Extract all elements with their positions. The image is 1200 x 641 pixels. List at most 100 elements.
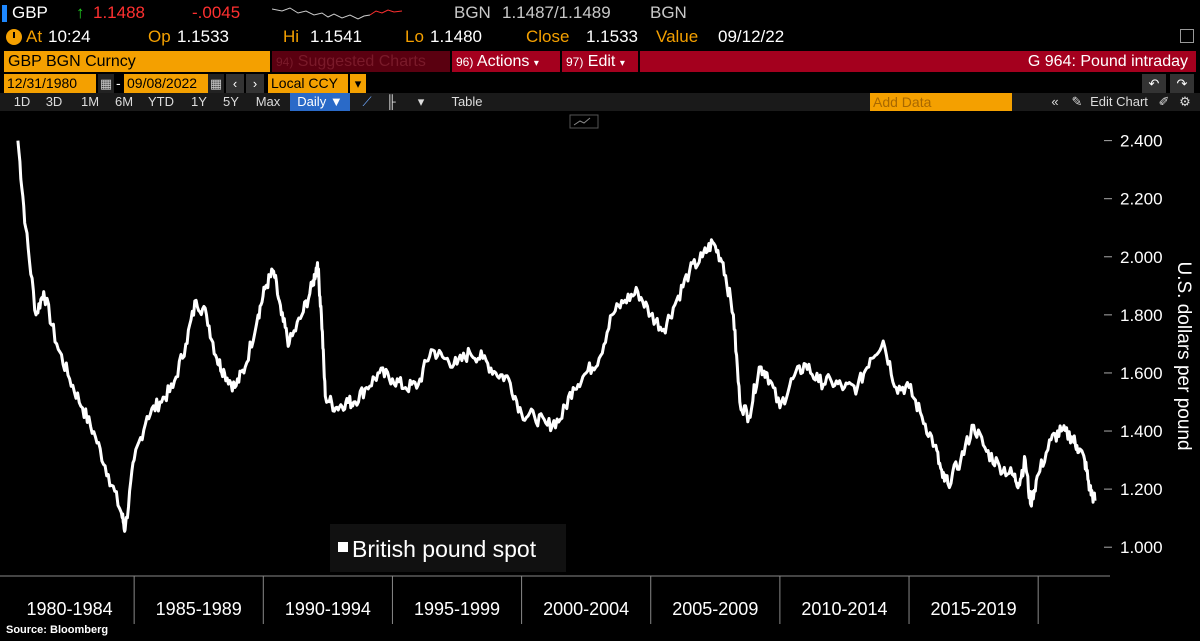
period-max[interactable]: Max	[255, 94, 281, 109]
start-date-field[interactable]: 12/31/1980	[4, 74, 96, 93]
quote-row: At 10:24 Op 1.1533 Hi 1.1541 Lo 1.1480 C…	[0, 27, 1200, 49]
ticker-symbol[interactable]: GBP	[12, 3, 48, 22]
clock-icon	[6, 29, 22, 45]
y-tick-label: 1.200	[1120, 480, 1163, 499]
edit-num: 97)	[566, 55, 584, 69]
currency-field[interactable]: Local CCY	[268, 74, 348, 93]
y-tick-label: 1.400	[1120, 422, 1163, 441]
edit-bar	[562, 51, 638, 72]
x-axis-labels: 1980-1984 1985-1989 1990-1994 1995-1999 2000…	[27, 599, 1017, 619]
series-line-british-pound	[16, 140, 1097, 533]
end-date-field[interactable]: 09/08/2022	[124, 74, 216, 93]
frequency-label: Daily	[297, 94, 327, 109]
x-tick-label: 1980-1984	[27, 599, 113, 619]
x-tick-label: 1985-1989	[156, 599, 242, 619]
period-3d[interactable]: 3D	[45, 94, 63, 109]
x-tick-label: 2010-2014	[801, 599, 887, 619]
start-calendar-icon[interactable]: ▦	[98, 74, 114, 93]
value-label: Value	[656, 27, 699, 46]
y-tick-label: 2.200	[1120, 190, 1163, 209]
open-label: Op	[148, 27, 171, 46]
open-value: 1.1533	[177, 27, 229, 46]
undo-icon[interactable]: ↶	[1142, 74, 1166, 93]
chart-settings-icon[interactable]	[569, 114, 599, 129]
source-label-2: BGN	[650, 3, 687, 22]
y-tick-label: 1.800	[1120, 306, 1163, 325]
date-separator: -	[116, 75, 121, 91]
edit-chart-button[interactable]: Edit Chart	[1090, 94, 1148, 109]
y-tick-label: 2.000	[1120, 248, 1163, 267]
chart-toolbar: 1D 3D 1M 6M YTD 1Y 5Y Max Daily ▼ ⟋ ╟ ▾ …	[0, 93, 1200, 111]
security-marker	[2, 5, 7, 22]
y-tick-label: 2.400	[1120, 132, 1163, 151]
line-chart-icon[interactable]: ⟋	[362, 94, 372, 109]
period-1d[interactable]: 1D	[13, 94, 31, 109]
pencil-icon[interactable]: ✎	[1071, 94, 1083, 109]
last-price: 1.1488	[93, 3, 145, 22]
end-calendar-icon[interactable]: ▦	[208, 74, 224, 93]
frequency-dropdown-icon: ▼	[329, 94, 343, 109]
y-tick-label: 1.600	[1120, 364, 1163, 383]
chart-title: G 964: Pound intraday	[1027, 53, 1188, 70]
value-date: 09/12/22	[718, 27, 785, 46]
date-range-row: 12/31/1980 ▦ - 09/08/2022 ▦ ‹ › Local CC…	[0, 74, 1200, 93]
net-change: -.0045	[192, 3, 241, 22]
ticker-row: GBP ↑ 1.1488 -.0045 BGN 1.1487/1.1489 BG…	[0, 3, 1200, 25]
annotate-icon[interactable]: ✐	[1158, 94, 1170, 109]
edit-dropdown-icon: ▾	[619, 58, 625, 69]
period-ytd[interactable]: YTD	[148, 94, 174, 109]
add-data-field[interactable]: Add Data	[870, 93, 1012, 111]
y-axis-title: U.S. dollars per pound	[1173, 261, 1194, 450]
x-tick-label: 1990-1994	[285, 599, 371, 619]
table-button[interactable]: Table	[451, 94, 483, 109]
suggested-charts-bar	[272, 51, 450, 72]
actions-dropdown-icon: ▾	[533, 58, 539, 69]
source-note: Source: Bloomberg	[6, 624, 109, 636]
next-period-icon[interactable]: ›	[246, 74, 264, 93]
up-arrow-icon: ↑	[76, 3, 85, 22]
chart-type-dropdown-icon[interactable]: ▾	[417, 94, 425, 109]
collapse-icon[interactable]: «	[1051, 94, 1059, 109]
settings-icon[interactable]: ⚙	[1179, 94, 1191, 109]
y-axis-ticks	[1104, 140, 1112, 548]
command-bar: GBP BGN Curncy 94) Suggested Charts 96) …	[0, 51, 1200, 72]
x-axis-dividers	[133, 576, 1039, 624]
x-tick-label: 2000-2004	[543, 599, 629, 619]
legend: British pound spot	[330, 524, 566, 572]
sparkline-icon	[272, 7, 403, 20]
bar-chart-icon[interactable]: ╟	[386, 94, 396, 109]
y-axis-labels: 2.400 2.200 2.000 1.800 1.600 1.400 1.200 1.000	[1120, 132, 1163, 558]
quote-time: 10:24	[48, 27, 91, 46]
security-field[interactable]: GBP BGN Curncy	[4, 51, 270, 72]
frequency-dropdown[interactable]: Daily ▼	[290, 93, 350, 111]
chart-title-bar	[640, 51, 1196, 72]
bid-ask: 1.1487/1.1489	[502, 3, 611, 22]
period-1y[interactable]: 1Y	[191, 94, 207, 109]
suggested-charts-num: 94)	[276, 55, 294, 69]
actions-bar	[452, 51, 560, 72]
popout-icon[interactable]	[1180, 29, 1194, 43]
at-label: At	[26, 27, 43, 46]
low-label: Lo	[405, 27, 424, 46]
actions-label: Actions	[476, 53, 530, 70]
prev-period-icon[interactable]: ‹	[226, 74, 244, 93]
actions-button[interactable]: 96) Actions ▾	[456, 51, 539, 72]
edit-button[interactable]: 97) Edit ▾	[566, 51, 625, 72]
edit-label: Edit	[587, 53, 616, 70]
redo-icon[interactable]: ↷	[1170, 74, 1194, 93]
currency-dropdown-icon[interactable]: ▾	[350, 74, 366, 93]
suggested-charts-label: Suggested Charts	[297, 53, 426, 70]
period-5y[interactable]: 5Y	[223, 94, 239, 109]
close-value: 1.1533	[586, 27, 638, 46]
period-1m[interactable]: 1M	[80, 94, 100, 109]
x-tick-label: 2005-2009	[672, 599, 758, 619]
y-tick-label: 1.000	[1120, 538, 1163, 557]
actions-num: 96)	[456, 55, 474, 69]
x-tick-label: 1995-1999	[414, 599, 500, 619]
period-6m[interactable]: 6M	[114, 94, 134, 109]
source-label: BGN	[454, 3, 491, 22]
x-tick-label: 2015-2019	[931, 599, 1017, 619]
high-value: 1.1541	[310, 27, 362, 46]
close-label: Close	[526, 27, 570, 46]
suggested-charts-button[interactable]: 94) Suggested Charts	[276, 51, 426, 72]
